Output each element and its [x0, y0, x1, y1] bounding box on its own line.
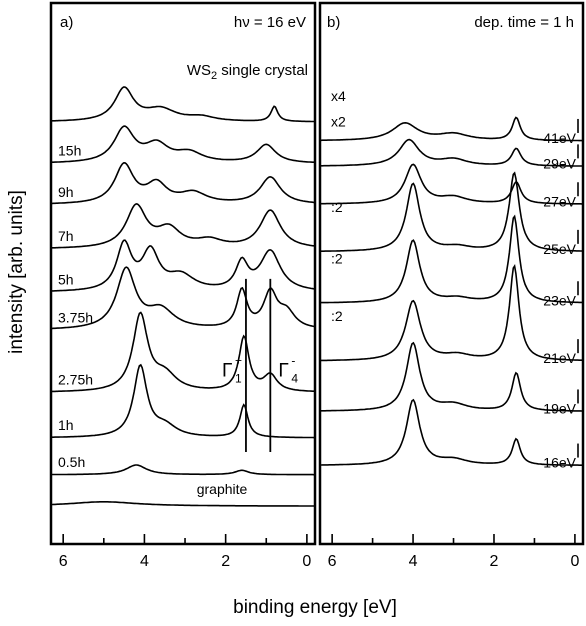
x-tick-label: 0: [570, 553, 579, 570]
panel-a: a) hν = 16 eV WS2 single crystal 15h 9h 7h 5…: [49, 1, 317, 570]
x-tick-label: 4: [140, 553, 149, 570]
series-label: 0.5h: [58, 454, 85, 470]
series-label: 3.75h: [58, 309, 93, 325]
series-label: 41eV: [543, 130, 576, 146]
panel-b-frame: [318, 1, 585, 546]
series-label: 29eV: [543, 155, 576, 171]
spectrum-line: [320, 341, 583, 412]
spectrum-line: [320, 264, 584, 362]
spectrum-line: [50, 239, 316, 292]
symmetry-marker-label: Γ: [222, 360, 232, 381]
series-label: 1h: [58, 417, 74, 433]
series-label: 15h: [58, 143, 81, 159]
panel-b-label: b): [327, 14, 340, 31]
symmetry-marker-sup: -: [291, 353, 295, 367]
spectrum-line: [50, 86, 315, 123]
spectrum-line: [51, 501, 315, 507]
scale-factor-label: :2: [331, 250, 343, 266]
x-tick-label: 6: [59, 553, 68, 570]
series-label: 5h: [58, 271, 74, 287]
spectrum-line: [50, 203, 316, 249]
series-label: 23eV: [543, 292, 576, 308]
series-label: 2.75h: [58, 372, 93, 388]
series-label: graphite: [197, 481, 248, 497]
spectrum-line: [50, 125, 316, 164]
scale-factor-label: x4: [331, 88, 346, 104]
series-label: WS2 single crystal: [187, 62, 308, 82]
symmetry-marker-sub: 4: [291, 371, 298, 385]
series-label: 19eV: [543, 400, 576, 416]
y-axis-label: intensity [arb. units]: [6, 190, 27, 354]
scale-factor-label: :2: [331, 308, 343, 324]
x-tick-label: 0: [302, 553, 311, 570]
x-tick-label: 6: [328, 553, 337, 570]
panel-b-corner-label: dep. time = 1 h: [474, 14, 574, 31]
x-tick-label: 2: [221, 553, 230, 570]
spectrum-line: [320, 398, 583, 466]
symmetry-marker-label: Γ: [278, 360, 288, 381]
scale-factor-label: :2: [331, 199, 343, 215]
spectrum-line: [320, 138, 583, 167]
spectrum-line: [51, 161, 316, 205]
series-label: 9h: [58, 184, 74, 200]
panel-a-corner-label: hν = 16 eV: [234, 14, 306, 31]
x-tick-label: 2: [490, 553, 499, 570]
symmetry-marker-sub: 1: [235, 371, 242, 385]
series-label: 7h: [58, 228, 74, 244]
symmetry-marker-sup: +: [235, 353, 242, 367]
series-label: 27eV: [543, 193, 576, 209]
series-label: 25eV: [543, 241, 576, 257]
panel-a-frame: [49, 1, 317, 546]
panel-b: b) dep. time = 1 h 41eV x4 29eV x2 27eV 25eV:…: [318, 1, 585, 570]
series-label: 21eV: [543, 350, 576, 366]
spectrum-line: [320, 116, 583, 142]
spectrum-line: [51, 464, 315, 476]
x-tick-label: 4: [409, 553, 418, 570]
series-label: 16eV: [543, 455, 576, 471]
spectrum-line: [320, 171, 583, 252]
spectrum-line: [319, 214, 584, 304]
panel-a-label: a): [60, 14, 73, 31]
spectrum-line: [320, 163, 583, 205]
x-axis-label: binding energy [eV]: [233, 597, 397, 618]
scale-factor-label: x2: [331, 113, 346, 129]
